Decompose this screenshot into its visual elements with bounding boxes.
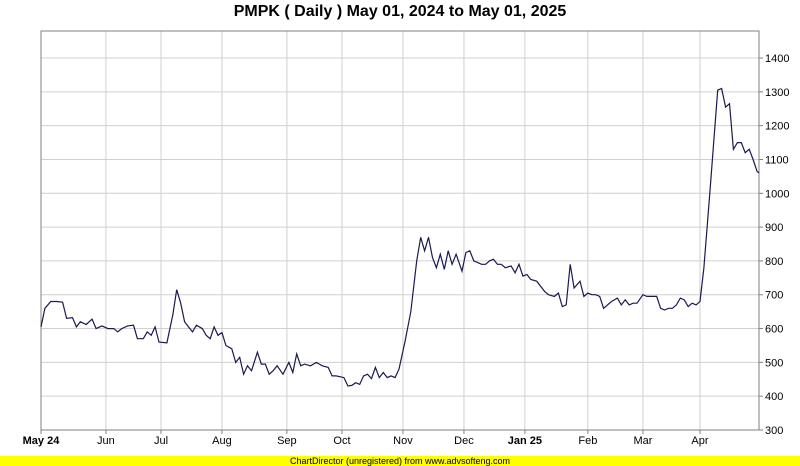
x-tick-label: Jan 25 (508, 435, 542, 447)
x-axis: May 24 Jun Jul Aug Sep Oct Nov Dec Jan 25 Feb Mar A… (23, 430, 709, 447)
x-tick-label: Apr (691, 435, 708, 447)
y-tick-label: 300 (765, 425, 783, 437)
x-tick-label: Mar (633, 435, 652, 447)
y-tick-label: 900 (765, 222, 783, 234)
y-tick-label: 1300 (765, 87, 789, 99)
y-tick-label: 1000 (765, 188, 789, 200)
y-tick-label: 800 (765, 256, 783, 268)
x-tick-label: May 24 (23, 435, 61, 447)
price-line (40, 87, 760, 387)
x-tick-label: Dec (454, 435, 474, 447)
x-tick-label: Feb (578, 435, 597, 447)
x-tick-label: Aug (212, 435, 232, 447)
y-tick-label: 1100 (765, 154, 789, 166)
y-axis: 300 400 500 600 700 800 900 1000 1100 1200 1300 140… (759, 53, 789, 437)
y-tick-label: 400 (765, 391, 783, 403)
grid-lines (41, 31, 759, 430)
y-tick-label: 1200 (765, 121, 789, 133)
footer-watermark: ChartDirector (unregistered) from www.ad… (0, 456, 800, 466)
x-tick-label: Jul (154, 435, 168, 447)
x-tick-label: Oct (333, 435, 350, 447)
y-tick-label: 1400 (765, 53, 789, 65)
x-tick-label: Jun (97, 435, 115, 447)
x-tick-label: Nov (393, 435, 413, 447)
chart-title: PMPK ( Daily ) May 01, 2024 to May 01, 2… (233, 3, 567, 20)
y-tick-label: 500 (765, 357, 783, 369)
x-tick-label: Sep (277, 435, 297, 447)
y-tick-label: 700 (765, 290, 783, 302)
y-tick-label: 600 (765, 324, 783, 336)
plot-area-border (40, 30, 760, 431)
